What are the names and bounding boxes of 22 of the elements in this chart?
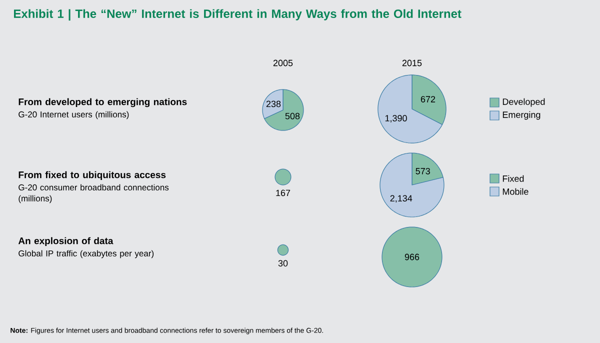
legend-label: Developed <box>502 98 545 107</box>
data-label: 2,134 <box>390 195 412 203</box>
legend-label: Mobile <box>502 188 528 195</box>
data-label: 1,390 <box>385 115 407 122</box>
chart-title: 2005 <box>273 60 293 66</box>
text: Exhibit 1 | The “New” Internet is Different in Many Ways from the Old Internet <box>14 9 462 21</box>
data-label: 966 <box>404 254 420 260</box>
legend-label: Fixed <box>502 175 524 182</box>
data-label: 573 <box>416 168 430 174</box>
data-label: 238 <box>266 100 281 108</box>
text: Global IP traffic (exabytes per year) <box>18 250 154 258</box>
text: An explosion of data <box>18 237 114 246</box>
legend-label: Emerging <box>502 111 540 120</box>
text: From fixed to ubiquitous access <box>18 171 166 180</box>
text: G-20 Internet users (millions) <box>18 111 129 120</box>
text: From developed to emerging nations <box>18 98 187 108</box>
data-label: 167 <box>276 190 290 196</box>
chart-title: 2015 <box>402 60 422 66</box>
data-label: 672 <box>420 96 436 102</box>
data-label: 30 <box>278 260 288 266</box>
data-label: 508 <box>285 112 300 120</box>
text: G-20 consumer broadband connections (millions) <box>18 184 169 204</box>
